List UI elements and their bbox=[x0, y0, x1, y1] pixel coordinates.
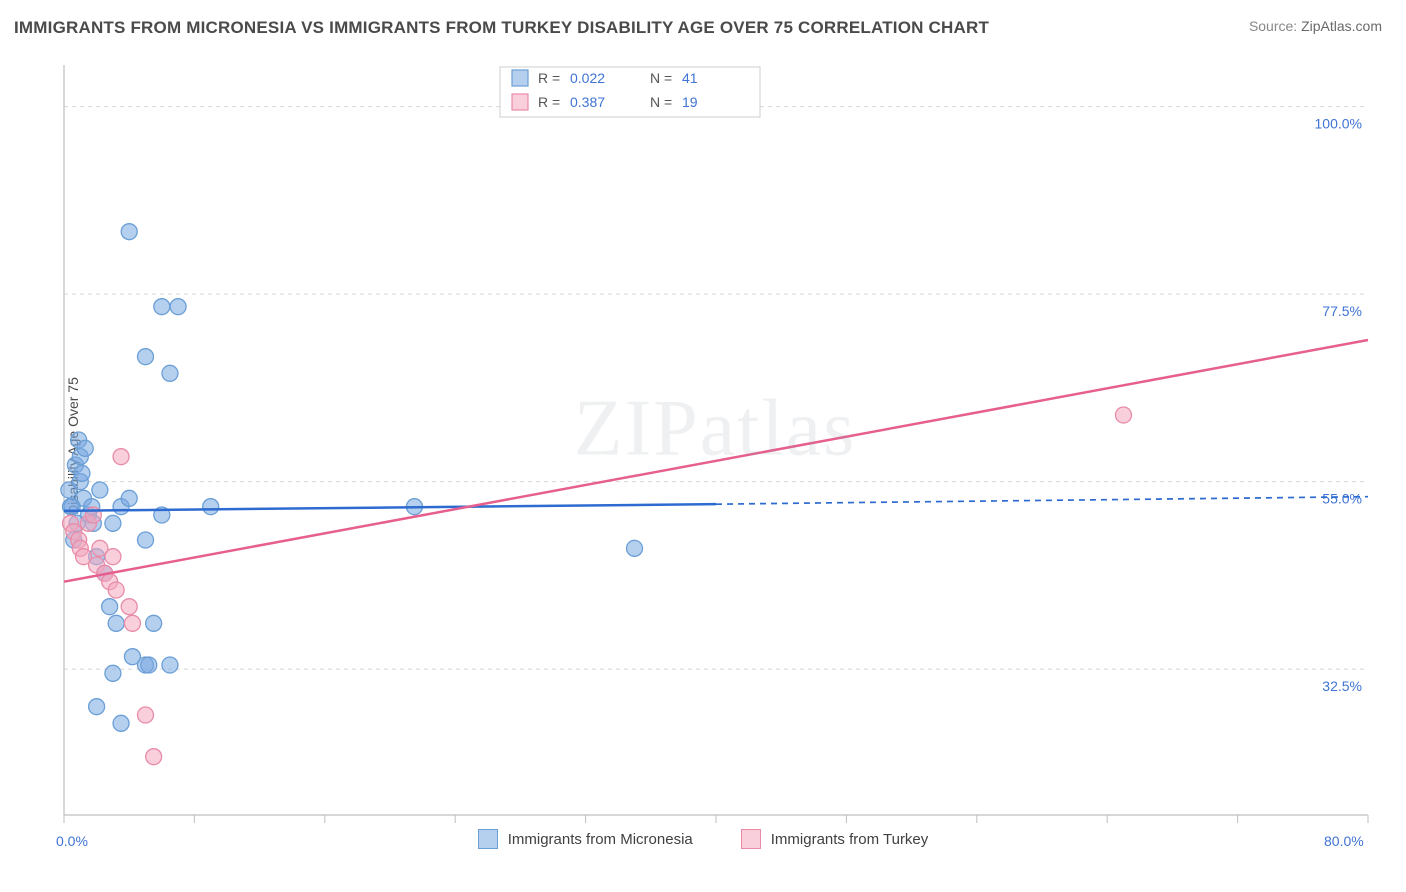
data-point bbox=[113, 449, 129, 465]
svg-text:41: 41 bbox=[682, 70, 698, 86]
data-point bbox=[108, 615, 124, 631]
data-point bbox=[92, 482, 108, 498]
data-point bbox=[146, 749, 162, 765]
legend-swatch bbox=[741, 829, 761, 849]
data-point bbox=[105, 665, 121, 681]
svg-text:N =: N = bbox=[650, 94, 672, 110]
data-point bbox=[102, 599, 118, 615]
svg-text:19: 19 bbox=[682, 94, 698, 110]
x-axis-end-label: 80.0% bbox=[1324, 833, 1364, 849]
y-grid-label: 55.0% bbox=[1322, 491, 1362, 507]
data-point bbox=[162, 657, 178, 673]
data-point bbox=[162, 365, 178, 381]
x-axis-start-label: 0.0% bbox=[56, 833, 88, 849]
y-grid-label: 100.0% bbox=[1315, 116, 1362, 132]
chart-svg: 100.0% 77.5% 55.0% 32.5% R = 0.022 N = 41 R = 0.3… bbox=[50, 55, 1380, 835]
source-label: Source: bbox=[1249, 18, 1297, 34]
chart-plot: ZIPatlas 100.0%77.5%55.0%32.5%R =0.022N … bbox=[50, 55, 1380, 835]
legend-top: R = 0.022 N = 41 R = 0.387 N = 19 bbox=[500, 67, 760, 117]
data-point bbox=[121, 224, 137, 240]
trend-line bbox=[64, 340, 1368, 582]
data-point bbox=[138, 349, 154, 365]
data-point bbox=[138, 707, 154, 723]
data-point bbox=[121, 490, 137, 506]
data-point bbox=[146, 615, 162, 631]
data-point bbox=[89, 699, 105, 715]
svg-text:N =: N = bbox=[650, 70, 672, 86]
legend-label: Immigrants from Micronesia bbox=[508, 831, 693, 848]
data-point bbox=[170, 299, 186, 315]
data-point bbox=[74, 465, 90, 481]
svg-text:R =: R = bbox=[538, 70, 560, 86]
data-point bbox=[124, 615, 140, 631]
legend-item: Immigrants from Micronesia bbox=[478, 829, 693, 849]
data-point bbox=[203, 499, 219, 515]
data-point bbox=[108, 582, 124, 598]
data-point bbox=[77, 440, 93, 456]
legend-item: Immigrants from Turkey bbox=[741, 829, 929, 849]
source-attribution: Source: ZipAtlas.com bbox=[1249, 18, 1382, 34]
data-point bbox=[63, 499, 79, 515]
data-point bbox=[105, 515, 121, 531]
data-point bbox=[121, 599, 137, 615]
legend-label: Immigrants from Turkey bbox=[771, 831, 929, 848]
data-point bbox=[138, 532, 154, 548]
source-value: ZipAtlas.com bbox=[1301, 18, 1382, 34]
y-grid-label: 32.5% bbox=[1322, 678, 1362, 694]
data-point bbox=[113, 715, 129, 731]
data-point bbox=[141, 657, 157, 673]
svg-text:0.022: 0.022 bbox=[570, 70, 605, 86]
svg-text:0.387: 0.387 bbox=[570, 94, 605, 110]
data-point bbox=[1116, 407, 1132, 423]
data-point bbox=[154, 299, 170, 315]
legend-bottom: Immigrants from Micronesia Immigrants fro… bbox=[0, 829, 1406, 854]
y-grid-label: 77.5% bbox=[1322, 303, 1362, 319]
legend-swatch bbox=[478, 829, 498, 849]
svg-text:R =: R = bbox=[538, 94, 560, 110]
data-point bbox=[105, 549, 121, 565]
chart-title: IMMIGRANTS FROM MICRONESIA VS IMMIGRANTS… bbox=[14, 18, 989, 38]
trend-line-dashed bbox=[716, 497, 1368, 505]
data-point bbox=[627, 540, 643, 556]
